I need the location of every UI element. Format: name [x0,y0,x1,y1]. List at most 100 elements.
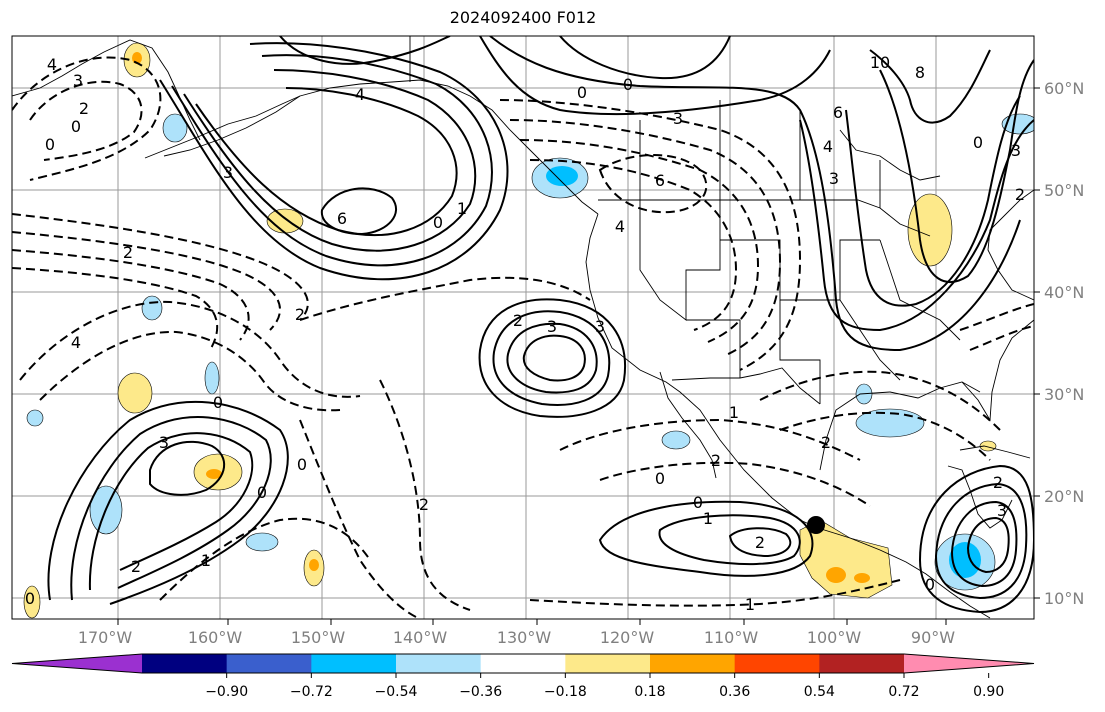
shade-yellow-great-lakes [907,193,953,267]
contour-label: 2 [419,495,429,514]
coast-hudson-bay [839,129,941,181]
colorbar-tick-label: 0.18 [634,684,665,700]
contour-label: 2 [1015,185,1025,204]
colorbar-extend-max [904,654,1034,673]
contour-neg-west-pacific-2 [12,231,281,331]
contour-label: 2 [123,243,133,262]
chart-title: 2024092400 F012 [449,8,597,27]
contour-label: 2 [993,473,1003,492]
shade-yellow-caribbean [979,440,997,452]
colorbar-bin [480,654,566,673]
contour-pos-ne-pacific-3 [183,69,477,252]
shade-orange-bering [132,52,142,64]
contour-label: 0 [973,133,983,152]
contour-neg-gulf-2 [779,411,991,461]
contour-neg-pnw-trough-4 [529,159,738,331]
colorbar-bin [142,654,228,673]
colorbar-tick-label: −0.54 [375,684,418,700]
lon-tick-label: 150°W [291,628,346,647]
coast-east-us [987,189,1034,301]
contour-label: 0 [297,455,307,474]
contour-neg-east-2 [969,325,1034,351]
border-canada-provinces [639,100,881,208]
colorbar-labels: −0.90 −0.72 −0.54 −0.36 −0.18 0.18 0.36 0.54 0.7… [205,673,1004,700]
contour-pos-mexico-3 [728,527,792,558]
contour-label: 0 [25,589,35,608]
lon-tick-label: 100°W [807,628,862,647]
contour-pos-east-ridge-5 [869,49,991,124]
contour-label: 0 [577,83,587,102]
contour-neg-pnw-trough-3 [519,139,760,343]
shade-cyan-caribbean [949,542,981,578]
contour-label: 0 [623,75,633,94]
shade-blue-baja [661,430,691,450]
coastlines-borders [12,36,1034,619]
map-frame [11,35,1035,620]
colorbar-tick-label: −0.90 [205,684,248,700]
contour-pos-california-low-1 [478,298,626,418]
contour-label: 0 [433,213,443,232]
contour-pos-ne-pacific-2 [171,54,493,267]
contour-neg-pnw-trough-1 [499,99,802,371]
contour-label: 3 [595,317,605,336]
contour-label: 1 [457,199,467,218]
contour-label: 2 [711,451,721,470]
contour-label: 3 [829,169,839,188]
lat-tick-label: 10°N [1044,589,1084,608]
contour-pos-top-center [279,36,451,65]
contour-pos-mexico-1 [598,500,814,577]
coast-mexico-south [817,527,991,619]
coast-alaska-south [359,79,599,215]
shade-orange-mexico-2 [854,573,870,583]
contour-neg-west-pacific-1 [12,213,309,321]
contour-neg-pnw-trough-5 [598,154,708,214]
coast-gulf-mexico [819,381,981,471]
contour-label: 6 [833,103,843,122]
shade-yellow-sw-corner [23,585,41,619]
contour-neg-nw-corner-1 [12,56,162,181]
colorbar-tick-label: −0.18 [544,684,587,700]
contour-label: 4 [355,85,365,104]
contour-label: 4 [615,217,625,236]
contour-pos-caribbean-4 [966,516,1010,574]
colorbar [11,653,1035,674]
contour-label: 3 [1011,141,1021,160]
contour-pos-ne-pacific-center [320,187,398,236]
contour-pos-east-ridge-2 [799,119,1034,332]
colorbar-tick-label: −0.36 [459,684,502,700]
colorbar-bin [734,654,820,673]
contour-label: 0 [257,483,267,502]
colorbar-tick-label: 0.90 [973,684,1004,700]
contour-label: 4 [823,137,833,156]
contour-label: 2 [755,533,765,552]
border-us-states-3 [686,300,821,404]
shade-blue-west-edge [26,409,44,427]
lon-tick-label: 120°W [600,628,655,647]
shade-blue-hawaii [204,361,220,395]
contour-pos-east-ridge-4 [879,59,1034,283]
contour-pos-caribbean-3 [950,500,1018,588]
contour-label: 0 [693,493,703,512]
shade-orange-mexico-1 [826,567,846,583]
contour-pos-hawaii-ridge-2 [70,416,272,601]
coast-aleutians [163,95,301,157]
shade-blue-gulf-of-alaska [162,113,188,143]
storm-center-marker [807,516,825,534]
lat-tick-label: 40°N [1044,283,1084,302]
contour-label: 3 [673,109,683,128]
colorbar-bin [396,654,482,673]
contour-label: 0 [45,135,55,154]
contour-label: 3 [997,501,1007,520]
lon-tick-label: 140°W [393,628,448,647]
colorbar-outline [11,653,1035,674]
contour-label: 4 [71,333,81,352]
shade-yellow-hawaii-north [117,372,153,414]
contour-label: 3 [223,163,233,182]
coast-florida [961,319,1034,422]
contour-neg-south-4 [529,579,901,607]
colorbar-tick-label: −0.72 [290,684,333,700]
lon-tick-label: 90°W [911,628,955,647]
contours-positive [47,36,1034,614]
border-us-states-4 [839,239,961,381]
